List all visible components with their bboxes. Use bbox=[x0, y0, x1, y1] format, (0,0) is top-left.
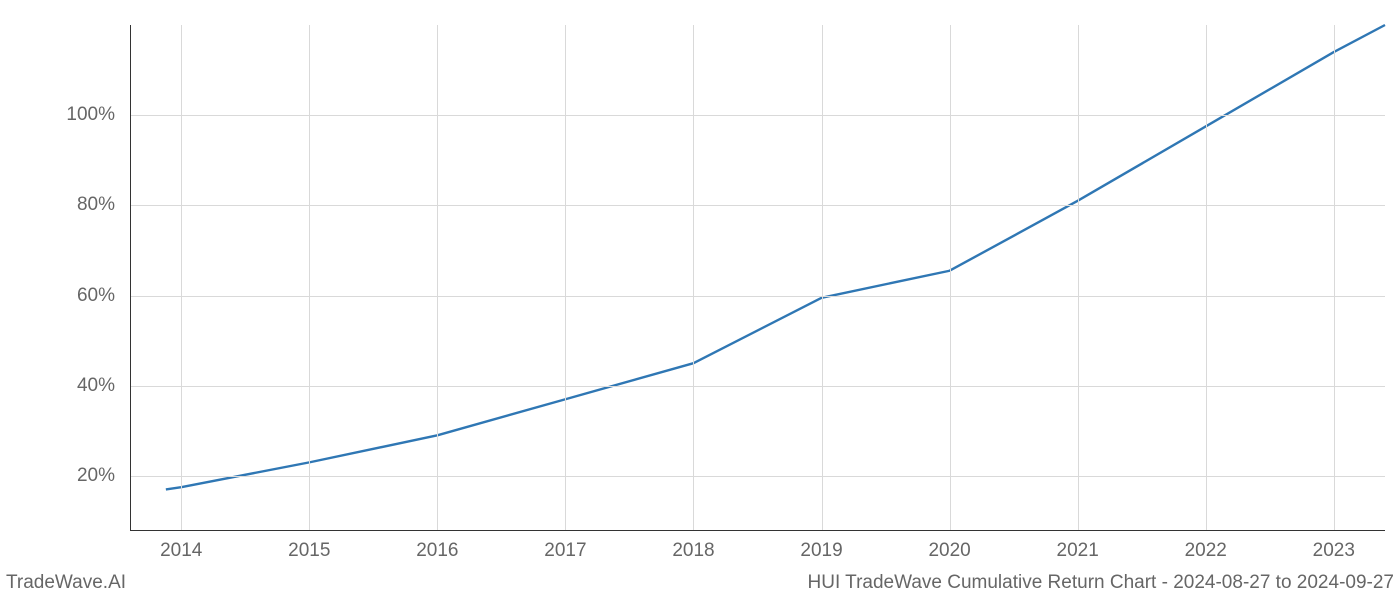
x-gridline bbox=[181, 25, 182, 530]
x-gridline bbox=[437, 25, 438, 530]
x-tick-label: 2017 bbox=[544, 540, 586, 562]
x-gridline bbox=[565, 25, 566, 530]
x-tick-label: 2018 bbox=[672, 540, 714, 562]
y-tick-label: 60% bbox=[60, 285, 115, 307]
y-axis-spine bbox=[130, 25, 131, 530]
x-tick-label: 2022 bbox=[1185, 540, 1227, 562]
footer-left-label: TradeWave.AI bbox=[6, 572, 126, 594]
chart-container: 2014 2015 2016 2017 2018 2019 2020 2021 2022 2023… bbox=[0, 0, 1400, 600]
x-tick-label: 2016 bbox=[416, 540, 458, 562]
x-tick-label: 2019 bbox=[800, 540, 842, 562]
x-tick-label: 2023 bbox=[1313, 540, 1355, 562]
y-tick-label: 100% bbox=[60, 104, 115, 126]
x-gridline bbox=[1334, 25, 1335, 530]
x-gridline bbox=[822, 25, 823, 530]
x-tick-label: 2020 bbox=[928, 540, 970, 562]
y-gridline bbox=[130, 296, 1385, 297]
x-gridline bbox=[950, 25, 951, 530]
x-tick-label: 2015 bbox=[288, 540, 330, 562]
x-gridline bbox=[1206, 25, 1207, 530]
y-gridline bbox=[130, 386, 1385, 387]
cumulative-return-line bbox=[166, 25, 1385, 489]
y-gridline bbox=[130, 205, 1385, 206]
x-axis-spine bbox=[130, 530, 1385, 531]
y-tick-label: 40% bbox=[60, 375, 115, 397]
y-tick-label: 20% bbox=[60, 465, 115, 487]
line-series bbox=[0, 0, 1400, 600]
y-gridline bbox=[130, 115, 1385, 116]
x-gridline bbox=[693, 25, 694, 530]
y-gridline bbox=[130, 476, 1385, 477]
y-tick-label: 80% bbox=[60, 194, 115, 216]
x-gridline bbox=[1078, 25, 1079, 530]
x-gridline bbox=[309, 25, 310, 530]
x-tick-label: 2014 bbox=[160, 540, 202, 562]
x-tick-label: 2021 bbox=[1057, 540, 1099, 562]
footer-right-label: HUI TradeWave Cumulative Return Chart - … bbox=[808, 572, 1394, 594]
